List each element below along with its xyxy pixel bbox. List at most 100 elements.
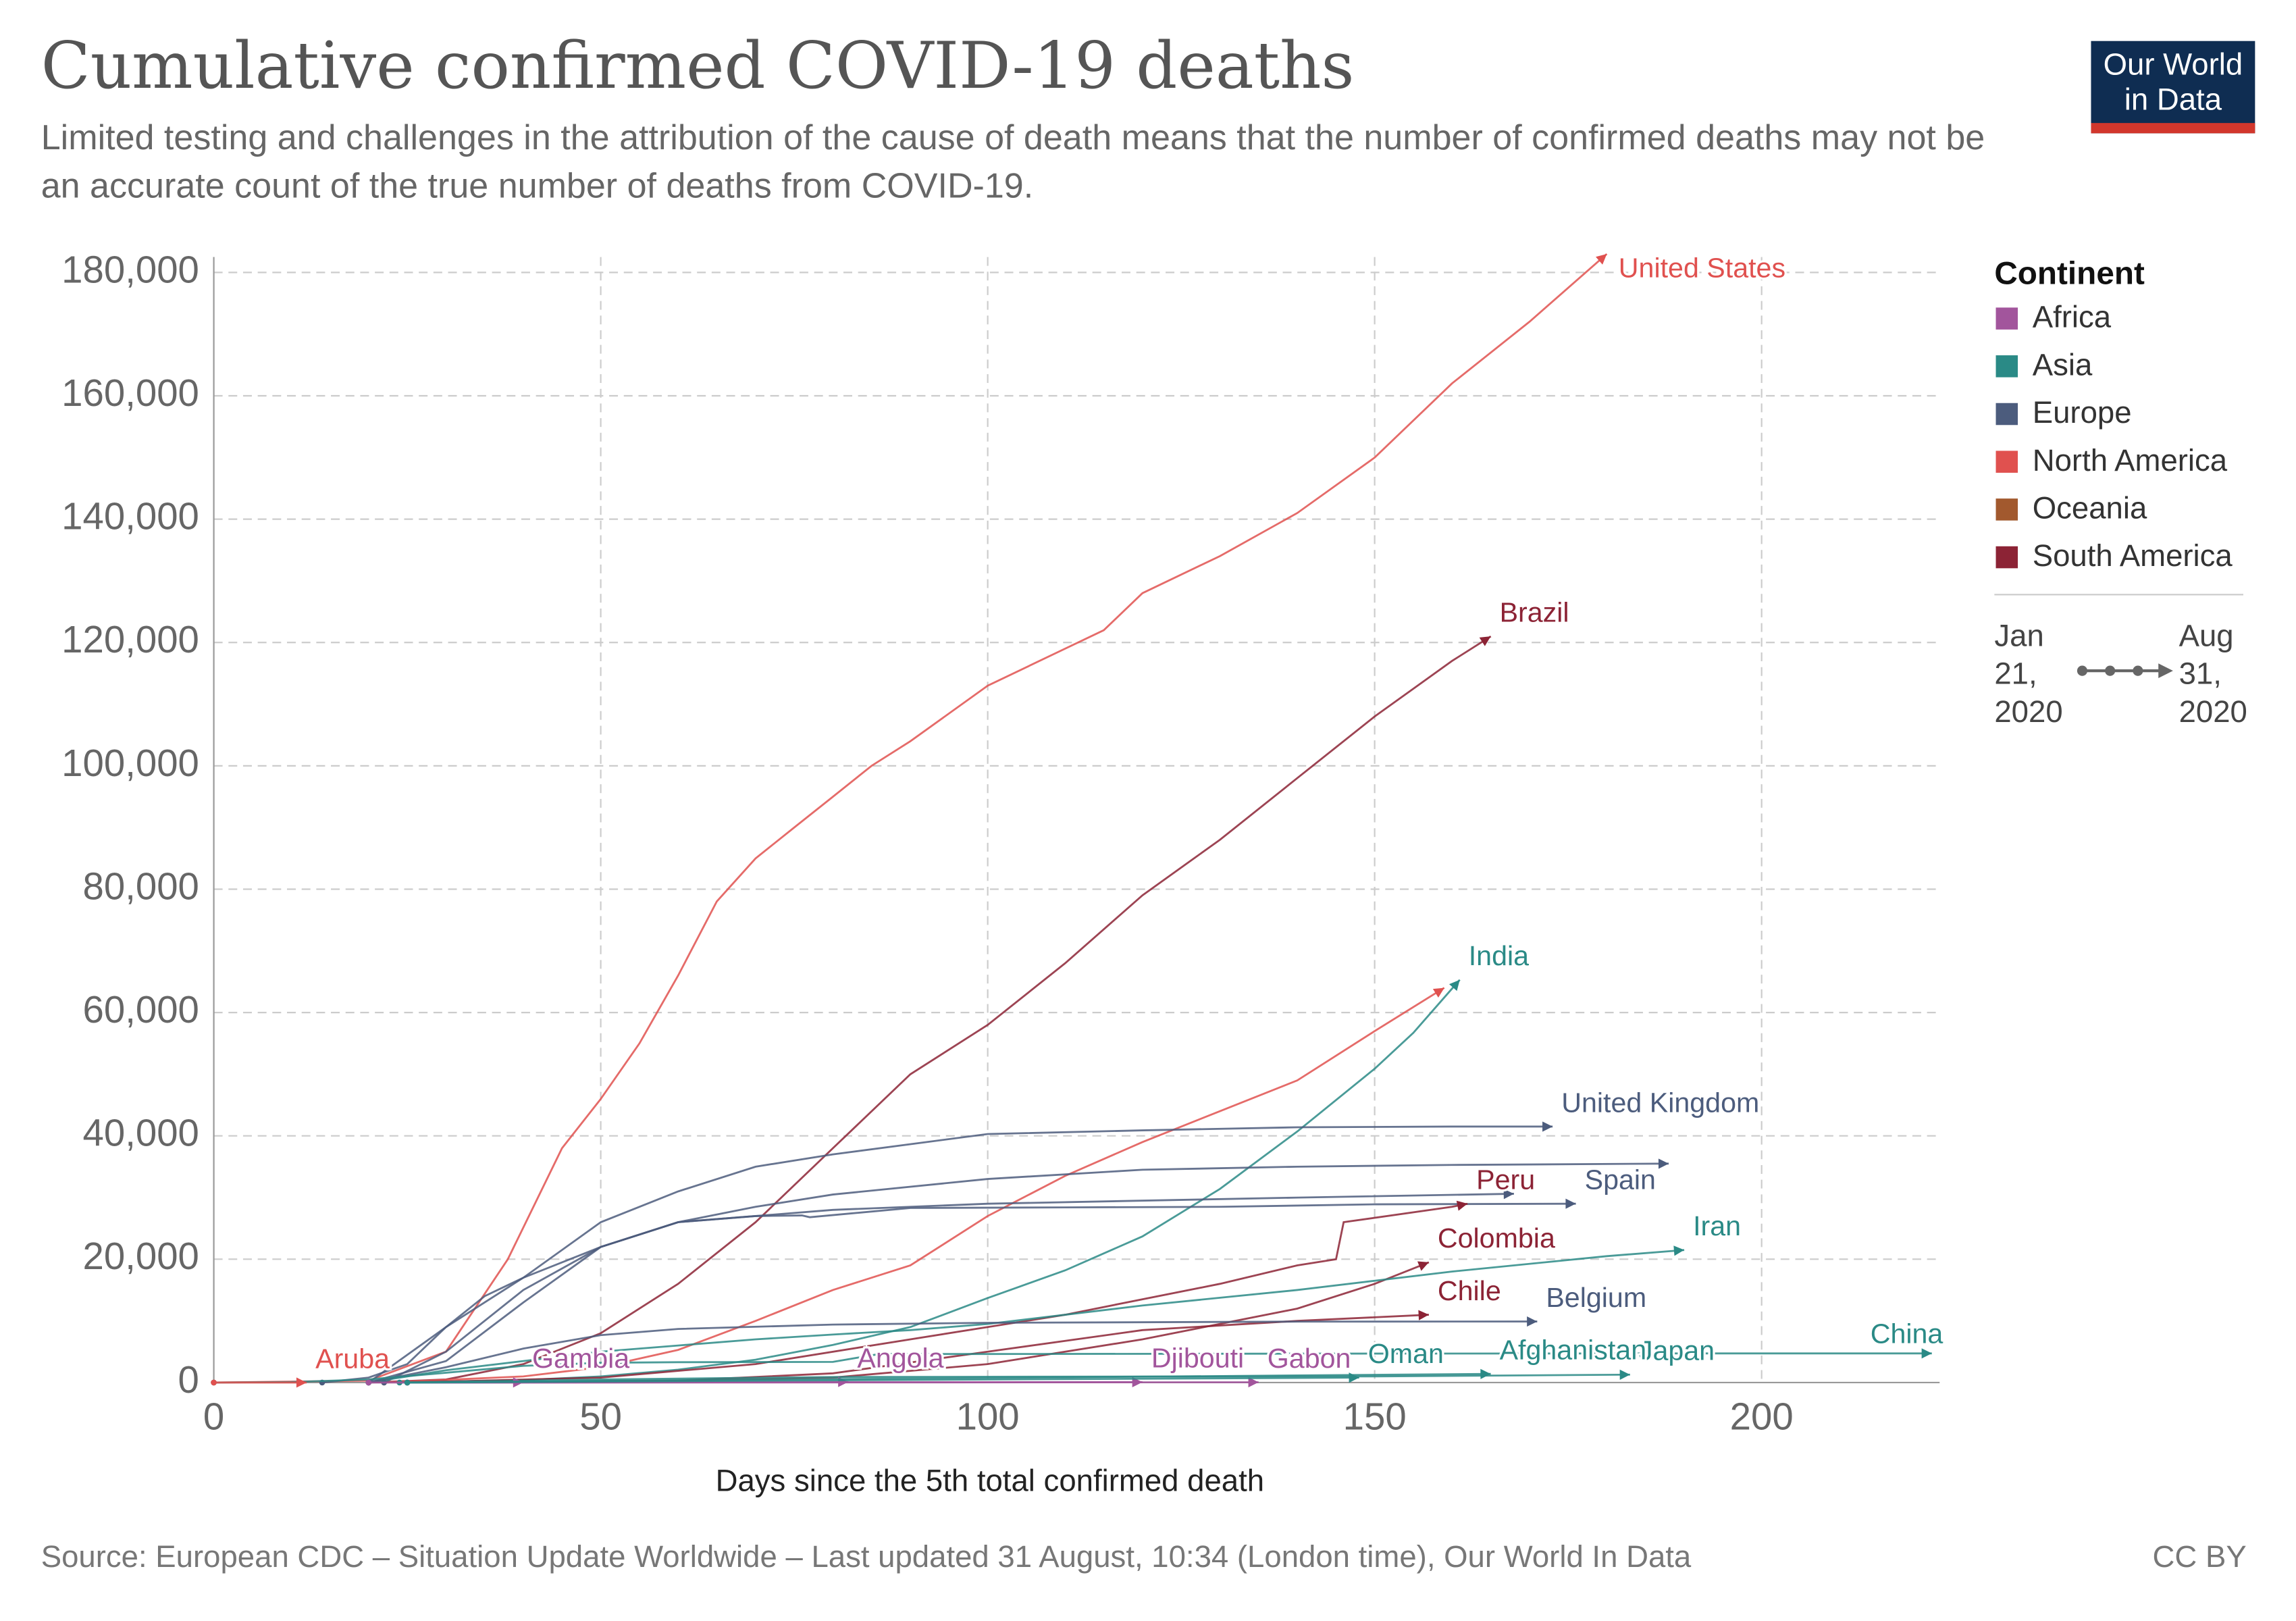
legend-swatch [1995,403,2018,426]
series-line [213,1352,1932,1384]
end-arrow [1921,1348,1932,1359]
end-arrow [1565,1198,1576,1209]
series-line [367,1162,1669,1384]
y-tick-label: 60,000 [83,988,199,1031]
legend-label: Oceania [2033,491,2147,525]
y-tick-label: 20,000 [83,1235,199,1277]
legend-swatch [1995,546,2018,569]
time-dot [2077,665,2088,676]
logo[interactable]: Our World in Data [2091,41,2255,134]
x-tick-label: 100 [956,1395,1020,1437]
legend-label: Africa [2033,300,2112,334]
series-label: Oman [1368,1338,1444,1369]
legend-item[interactable]: South America [1995,538,2233,573]
y-tick-label: 160,000 [61,371,199,414]
legend-item[interactable]: North America [1995,443,2228,478]
end-arrow [1527,1316,1538,1327]
end-arrow [1658,1158,1669,1169]
end-arrow [1480,1368,1491,1379]
end-arrow [1417,1261,1429,1271]
series-label: Gabon [1268,1343,1351,1374]
license[interactable]: CC BY [2152,1541,2247,1575]
series-label: Chile [1438,1275,1501,1306]
time-end[interactable]: Aug 31, 2020 [2178,619,2247,729]
end-arrow [1248,1376,1259,1388]
legend-swatch [1995,451,2018,473]
series-label: Belgium [1546,1282,1646,1313]
series-label: Afghanistan [1500,1335,1647,1366]
y-tick-label: 100,000 [61,742,199,784]
x-tick-label: 150 [1343,1395,1407,1437]
series-line [407,1202,1468,1384]
chart-title: Cumulative confirmed COVID-19 deaths [41,29,1355,104]
series-label: Colombia [1438,1223,1555,1254]
series-line [368,635,1492,1384]
series-label: United Kingdom [1561,1087,1759,1118]
series-label: Peru [1476,1164,1535,1195]
start-dot [211,1379,217,1386]
series-line [384,1202,1576,1384]
end-arrow [296,1377,307,1388]
series-line [368,1249,1685,1384]
y-tick-label: 80,000 [83,865,199,907]
time-dot [2105,665,2116,676]
series-line [321,1125,1553,1384]
start-dot [365,1379,372,1386]
legend-label: Asia [2033,347,2093,382]
legend-swatch [1995,498,2018,521]
legend-title: Continent [1994,256,2145,292]
y-tick-label: 0 [178,1358,199,1401]
legend-swatch [1995,307,2018,330]
x-tick-label: 200 [1730,1395,1794,1437]
series-label: Spain [1585,1164,1656,1195]
end-arrow [1418,1310,1429,1320]
series-line [213,253,1608,1384]
end-arrow [1542,1121,1553,1132]
end-arrow [1673,1245,1685,1256]
end-arrow [1619,1369,1630,1380]
end-arrow [1479,636,1491,646]
series-line [368,1320,1538,1384]
legend-item[interactable]: Europe [1995,395,2132,430]
legend-label: Europe [2033,395,2132,430]
source-note: Source: European CDC – Situation Update … [41,1541,1692,1575]
end-arrow [1456,1200,1468,1211]
end-arrow [1503,1189,1514,1200]
end-arrow [1432,987,1444,998]
series-line [407,1373,1630,1384]
series-label: Angola [857,1342,943,1373]
series-line [407,1372,1491,1384]
series-line [384,987,1445,1384]
series-label: Iran [1693,1210,1741,1241]
legend-label: South America [2033,538,2233,573]
x-axis-label: Days since the 5th total confirmed death [715,1464,1265,1499]
series-label: United States [1619,253,1785,284]
legend-label: North America [2033,443,2228,478]
series-label: Japan [1639,1335,1715,1366]
legend-swatch [1995,355,2018,378]
y-tick-label: 140,000 [61,495,199,538]
chart-subtitle: Limited testing and challenges in the at… [41,118,1985,207]
x-tick-label: 0 [203,1395,224,1437]
y-tick-label: 40,000 [83,1112,199,1154]
y-tick-label: 180,000 [61,248,199,290]
end-arrow [1596,253,1607,265]
time-start[interactable]: Jan 21, 2020 [1994,619,2063,729]
time-dot [2133,665,2143,676]
legend-item[interactable]: Africa [1995,300,2112,334]
start-dot [404,1379,411,1386]
time-arrow [2158,663,2173,678]
series-line [399,979,1461,1384]
series-label: Djibouti [1151,1343,1244,1374]
series-label: Gambia [532,1343,629,1374]
end-arrow [1449,979,1460,992]
series-label: India [1469,940,1529,971]
series-label: Aruba [315,1343,390,1374]
legend-item[interactable]: Asia [1995,347,2093,382]
x-tick-label: 50 [579,1395,622,1437]
series-label: Brazil [1500,596,1569,627]
legend-item[interactable]: Oceania [1995,491,2147,525]
y-tick-label: 120,000 [61,618,199,661]
